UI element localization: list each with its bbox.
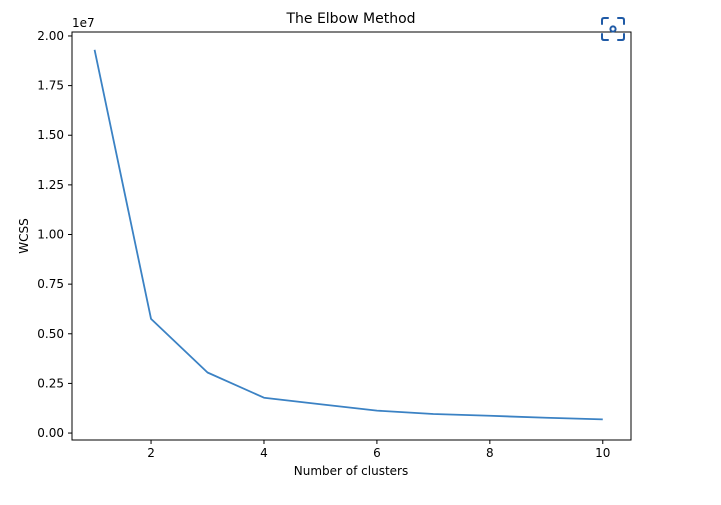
y-tick-label: 0.75 (37, 277, 64, 291)
focus-mode-button[interactable] (600, 16, 626, 42)
focus-scan-icon (601, 17, 625, 41)
y-tick-label: 1.25 (37, 178, 64, 192)
y-offset-label: 1e7 (72, 16, 95, 30)
x-axis-title: Number of clusters (294, 464, 408, 478)
y-tick-label: 2.00 (37, 29, 64, 43)
plot-frame (71, 31, 632, 441)
plot-area: 2 4 6 8 10 0.00 0.25 0.50 0.75 1.00 1.25 1.50 1.75 2.… (37, 29, 632, 460)
y-tick-label: 1.50 (37, 128, 64, 142)
x-tick-label: 4 (260, 446, 268, 460)
x-tick-label: 6 (373, 446, 381, 460)
x-tick-label: 8 (486, 446, 494, 460)
y-axis-title: WCSS (17, 218, 31, 253)
chart-title: The Elbow Method (285, 11, 415, 27)
series-line-wcss (93, 49, 603, 421)
y-tick-label: 0.00 (37, 426, 64, 440)
x-tick-label: 2 (147, 446, 155, 460)
y-tick-label: 0.25 (37, 376, 64, 390)
y-tick-label: 0.50 (37, 327, 64, 341)
x-tick-label: 10 (595, 446, 610, 460)
y-tick-label: 1.00 (37, 228, 64, 242)
y-tick-label: 1.75 (37, 79, 64, 93)
